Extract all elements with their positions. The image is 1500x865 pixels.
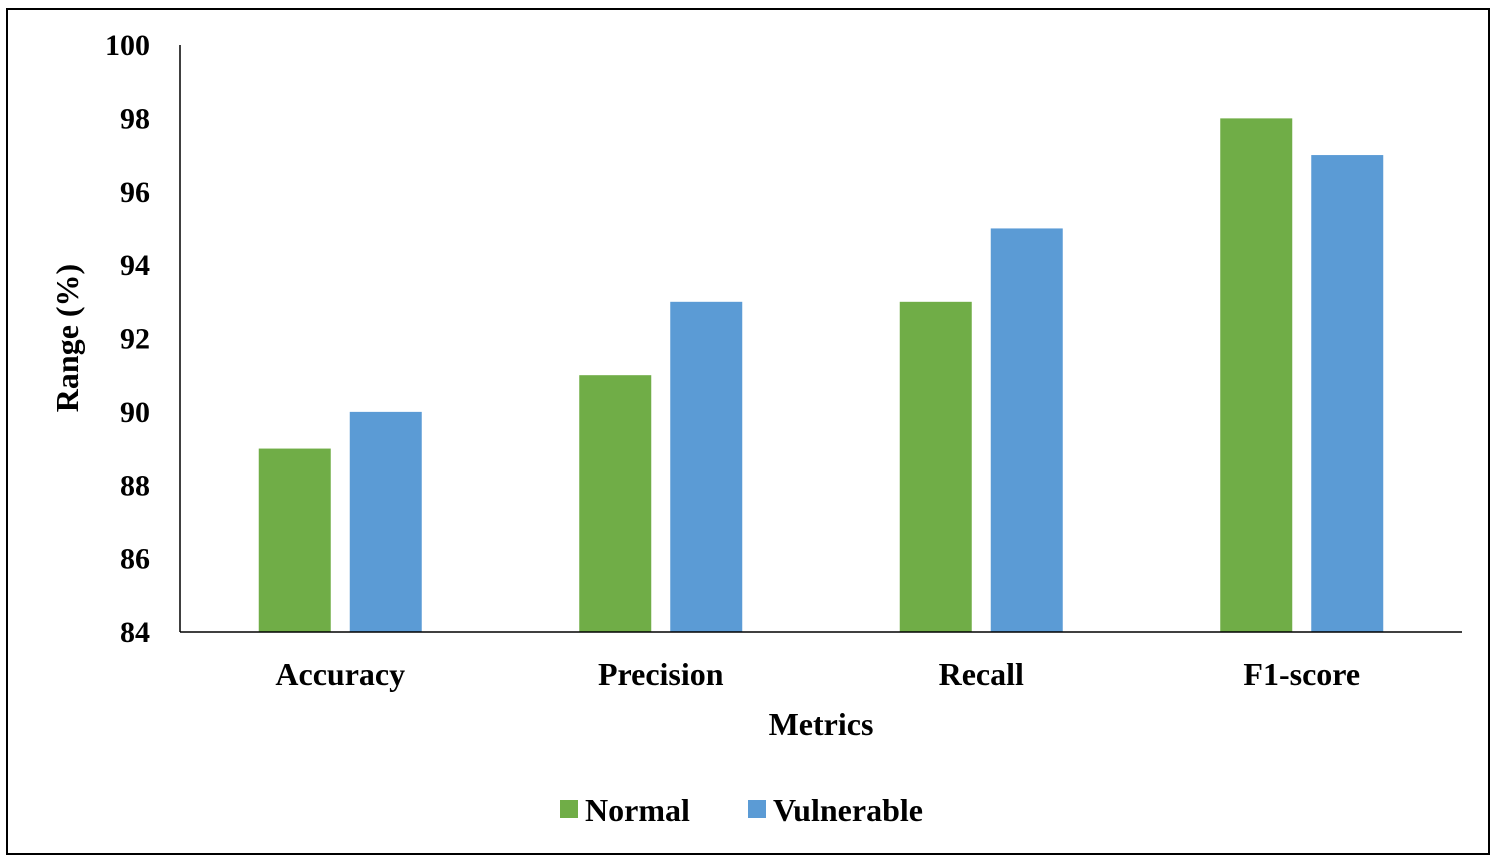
bar-vulnerable-accuracy: [349, 411, 422, 632]
y-axis-title: Range (%): [49, 264, 85, 412]
bar-normal-precision: [579, 375, 652, 632]
y-tick-label: 90: [120, 396, 150, 429]
legend-swatch-vulnerable: [748, 800, 766, 818]
x-tick-label: Recall: [939, 656, 1024, 692]
y-axis-ticks: 84 86 88 90 92 94 96 98 100: [105, 29, 150, 649]
y-tick-label: 100: [105, 29, 150, 62]
y-tick-label: 92: [120, 323, 150, 356]
bar-vulnerable-f1-score: [1311, 155, 1384, 632]
legend-label-vulnerable: Vulnerable: [773, 792, 923, 828]
bar-normal-accuracy: [258, 448, 331, 632]
y-tick-label: 84: [120, 616, 150, 649]
y-tick-label: 98: [120, 102, 150, 135]
y-tick-label: 88: [120, 469, 150, 502]
x-tick-label: Precision: [598, 656, 724, 692]
x-tick-label: F1-score: [1243, 656, 1360, 692]
x-axis-title: Metrics: [769, 706, 874, 742]
y-tick-label: 94: [120, 249, 150, 282]
bar-normal-f1-score: [1220, 118, 1293, 632]
bars: [258, 118, 1384, 632]
legend: Normal Vulnerable: [560, 792, 923, 828]
legend-label-normal: Normal: [585, 792, 690, 828]
x-axis-ticks: Accuracy Precision Recall F1-score: [275, 656, 1360, 692]
bar-normal-recall: [899, 301, 972, 632]
x-tick-label: Accuracy: [275, 656, 405, 692]
legend-swatch-normal: [560, 800, 578, 818]
bar-vulnerable-precision: [670, 301, 743, 632]
y-tick-label: 86: [120, 543, 150, 576]
bar-vulnerable-recall: [990, 228, 1063, 632]
y-tick-label: 96: [120, 176, 150, 209]
